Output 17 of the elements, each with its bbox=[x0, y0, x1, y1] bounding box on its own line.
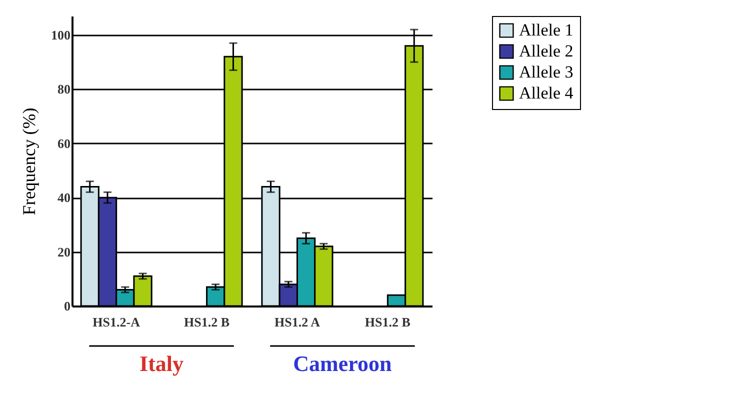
x-tick-label: HS1.2 B bbox=[184, 314, 230, 330]
y-tick-label: 20 bbox=[58, 244, 70, 260]
x-tick-label: HS1.2 A bbox=[274, 314, 321, 330]
y-axis-title: Frequency (%) bbox=[19, 108, 39, 216]
x-tick-label: HS1.2 B bbox=[364, 314, 411, 330]
y-tick-label: 100 bbox=[51, 27, 70, 42]
y-tick-label: 60 bbox=[58, 136, 70, 151]
text: Cameroon bbox=[293, 351, 392, 376]
text: Italy bbox=[140, 351, 184, 376]
legend-label: Allele 1 bbox=[519, 20, 574, 40]
y-tick-label: 40 bbox=[58, 190, 70, 206]
y-tick-label: 0 bbox=[64, 298, 70, 314]
x-tick-label: HS1.2-A bbox=[92, 314, 141, 330]
y-tick-label: 80 bbox=[58, 82, 70, 97]
legend-label: Allele 4 bbox=[519, 84, 574, 102]
legend-label: Allele 3 bbox=[519, 62, 574, 82]
legend-label: Allele 2 bbox=[519, 42, 574, 60]
